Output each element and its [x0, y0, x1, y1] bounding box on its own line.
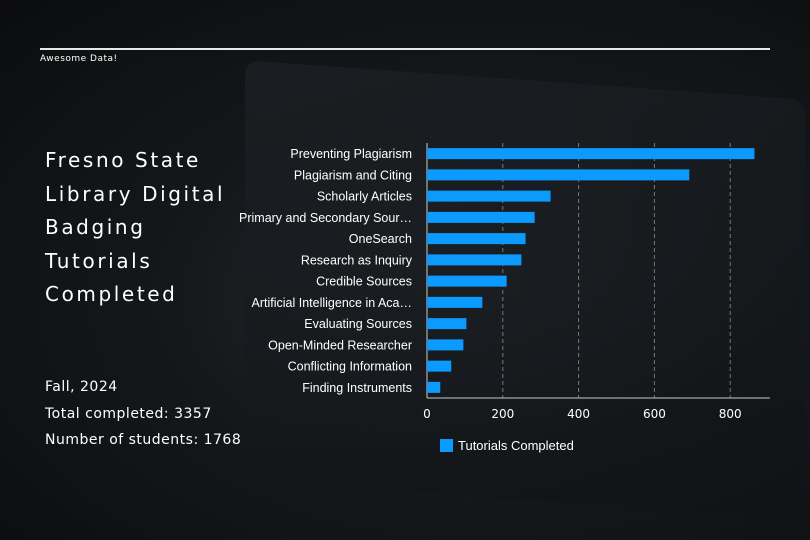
bar [427, 233, 526, 245]
page-title: Fresno State Library Digital Badging Tut… [45, 148, 226, 307]
bar [427, 169, 690, 181]
category-label: Scholarly Articles [317, 190, 412, 204]
category-label: Finding Instruments [302, 381, 412, 395]
legend-label: Tutorials Completed [458, 438, 574, 453]
category-label: Conflicting Information [288, 360, 412, 374]
category-label: Evaluating Sources [304, 317, 412, 331]
category-label: Credible Sources [316, 275, 412, 289]
bar [427, 318, 467, 330]
category-label: Research as Inquiry [301, 253, 413, 267]
total-completed: Total completed: 3357 [45, 406, 212, 422]
bar [427, 360, 452, 372]
x-tick-label: 200 [491, 407, 514, 421]
x-tick-label: 800 [719, 407, 742, 421]
term-label: Fall, 2024 [45, 379, 118, 395]
bar [427, 254, 522, 266]
x-tick-label: 600 [643, 407, 666, 421]
bar [427, 211, 535, 223]
category-label: OneSearch [349, 232, 412, 246]
header-rule [40, 48, 770, 50]
legend: Tutorials Completed [440, 438, 574, 453]
legend-swatch [440, 439, 453, 452]
brand-label: Awesome Data! [40, 54, 118, 64]
bar [427, 148, 755, 160]
bar [427, 275, 507, 287]
bar [427, 339, 464, 351]
category-label: Plagiarism and Citing [294, 168, 412, 182]
x-tick-label: 400 [567, 407, 590, 421]
x-tick-label: 0 [423, 407, 431, 421]
category-label: Open-Minded Researcher [268, 338, 412, 352]
category-label: Preventing Plagiarism [290, 147, 412, 161]
category-label: Primary and Secondary Sour… [239, 211, 412, 225]
category-label: Artificial Intelligence in Aca… [252, 296, 413, 310]
bar [427, 190, 551, 202]
number-of-students: Number of students: 1768 [45, 432, 242, 448]
bar [427, 381, 441, 393]
bar [427, 296, 483, 308]
